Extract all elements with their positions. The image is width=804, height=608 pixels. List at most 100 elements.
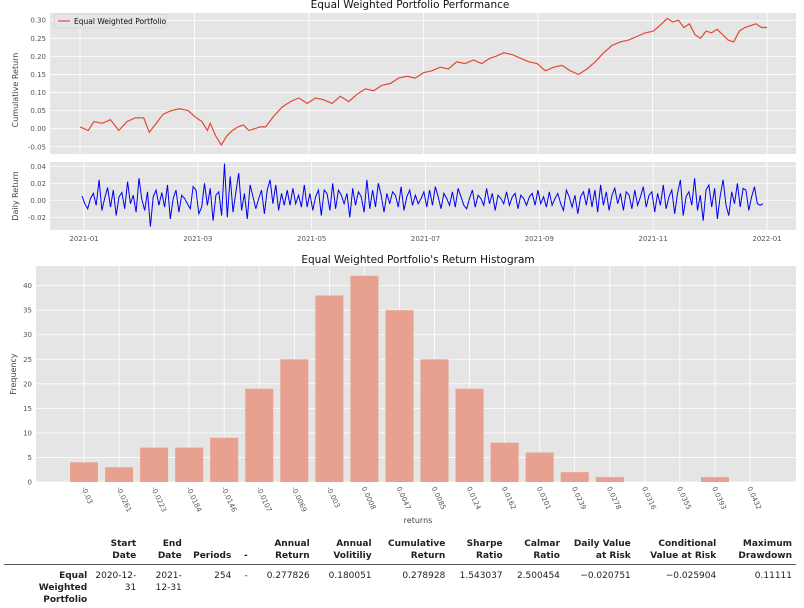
histogram-xtick-label: -0.0261	[114, 485, 133, 513]
daily-plot-area	[50, 162, 796, 230]
performance-ytick-label: 0.25	[30, 35, 46, 43]
histogram-bar	[245, 389, 273, 482]
histogram-bar	[175, 448, 203, 482]
table-column-header: Annual Volitiliy	[314, 536, 376, 565]
histogram-bar	[350, 276, 378, 482]
daily-xtick-label: 2021-01	[69, 235, 98, 243]
table-column-header: Conditional Value at Risk	[635, 536, 720, 565]
table-cell: 2020-12-31	[91, 565, 140, 608]
histogram-xlabel: returns	[404, 516, 433, 525]
histogram-xtick-label: -0.0107	[254, 485, 273, 513]
daily-ytick-label: 0.00	[30, 197, 46, 205]
chart-figure: Equal Weighted Portfolio Performance 0.3…	[0, 0, 804, 540]
table-cell: 1.543037	[449, 565, 506, 608]
histogram-bar	[526, 453, 554, 482]
histogram-ytick-label: 35	[23, 307, 32, 315]
histogram-xtick-label: 0.0432	[745, 485, 763, 511]
table-row-header: Equal Weighted Portfolio	[4, 565, 91, 608]
table-column-header: Daily Value at Risk	[564, 536, 635, 565]
histogram-bar	[315, 295, 343, 482]
histogram-title: Equal Weighted Portfolio's Return Histog…	[301, 254, 534, 266]
daily-ytick-label: -0.02	[28, 214, 46, 222]
daily-ylabel: Daily Return	[11, 171, 20, 220]
table-column-header: Periods	[186, 536, 236, 565]
daily-xtick-label: 2021-03	[183, 235, 212, 243]
histogram-xtick-label: 0.0162	[500, 485, 518, 511]
performance-ytick-label: 0.00	[30, 125, 46, 133]
histogram-xtick-label: -0.0146	[219, 485, 238, 513]
histogram-ytick-label: 10	[23, 429, 32, 437]
histogram-xtick-label: 0.0239	[570, 485, 588, 511]
histogram-xtick-label: -0.0184	[184, 485, 203, 513]
histogram-xtick-label: 0.0085	[430, 485, 448, 511]
histogram-bar	[456, 389, 484, 482]
daily-xtick-label: 2021-11	[639, 235, 668, 243]
daily-xtick-label: 2021-07	[411, 235, 440, 243]
histogram-ytick-label: 0	[28, 479, 32, 487]
table-column-header: End Date	[140, 536, 186, 565]
histogram-ytick-label: 15	[23, 405, 32, 413]
table-cell: 0.11111	[720, 565, 796, 608]
histogram-xtick-label: 0.0047	[395, 485, 413, 511]
histogram-bar	[491, 443, 519, 482]
performance-plot-area	[50, 13, 796, 154]
table-cell: 0.180051	[314, 565, 376, 608]
histogram-xtick-label: 0.0278	[605, 485, 623, 511]
performance-legend: Equal Weighted Portfolio	[54, 14, 166, 28]
histogram-ytick-label: 20	[23, 380, 32, 388]
histogram-bar	[385, 310, 413, 482]
histogram-xtick-label: 0.0393	[710, 485, 728, 511]
histogram-bar	[561, 472, 589, 482]
histogram-bar	[210, 438, 238, 482]
histogram-xtick-label: 0.0355	[675, 485, 693, 511]
histogram-xtick-label: -0.03	[79, 485, 94, 505]
histogram-xtick-label: 0.0008	[360, 485, 378, 511]
table-cell: −0.025904	[635, 565, 720, 608]
table-column-header: Start Date	[91, 536, 140, 565]
daily-xtick-label: 2021-05	[297, 235, 326, 243]
performance-ytick-label: 0.05	[30, 107, 46, 115]
performance-ytick-label: 0.10	[30, 89, 46, 97]
table-cell: 0.278928	[376, 565, 450, 608]
daily-ytick-label: 0.04	[30, 163, 46, 171]
table-cell: -	[235, 565, 251, 608]
table-column-header: Annual Return	[252, 536, 314, 565]
histogram-xtick-label: -0.0223	[149, 485, 168, 513]
histogram-bar	[421, 359, 449, 482]
performance-ytick-label: -0.05	[28, 143, 46, 151]
histogram-xtick-label: 0.0316	[640, 485, 658, 511]
histogram-xtick-label: 0.0201	[535, 485, 553, 511]
histogram-bar	[140, 448, 168, 482]
histogram-bar	[701, 477, 729, 482]
histogram-ytick-label: 25	[23, 356, 32, 364]
performance-ylabel: Cumulative Return	[11, 53, 20, 128]
table-column-header: Maximum Drawdown	[720, 536, 796, 565]
histogram-bar	[105, 467, 133, 482]
performance-ytick-label: 0.20	[30, 53, 46, 61]
daily-ytick-label: 0.02	[30, 180, 46, 188]
table-cell: 254	[186, 565, 236, 608]
histogram-ytick-label: 5	[28, 454, 32, 462]
daily-xtick-label: 2021-09	[525, 235, 554, 243]
performance-title: Equal Weighted Portfolio Performance	[311, 0, 510, 11]
legend-label: Equal Weighted Portfolio	[74, 17, 166, 26]
table-cell: −0.020751	[564, 565, 635, 608]
performance-ytick-label: 0.30	[30, 17, 46, 25]
performance-ytick-label: 0.15	[30, 71, 46, 79]
histogram-xtick-label: -0.0069	[290, 485, 309, 513]
table-cell: 2.500454	[507, 565, 564, 608]
table-column-header: Cumulative Return	[376, 536, 450, 565]
histogram-xtick-label: -0.003	[325, 485, 342, 509]
table-column-header	[4, 536, 91, 565]
table-column-header: Sharpe Ratio	[449, 536, 506, 565]
table-cell: 0.277826	[252, 565, 314, 608]
histogram-bar	[596, 477, 624, 482]
daily-xtick-label: 2022-01	[752, 235, 781, 243]
histogram-ytick-label: 30	[23, 331, 32, 339]
table-column-header: Calmar Ratio	[507, 536, 564, 565]
histogram-bar	[280, 359, 308, 482]
table-cell: 2021-12-31	[140, 565, 186, 608]
